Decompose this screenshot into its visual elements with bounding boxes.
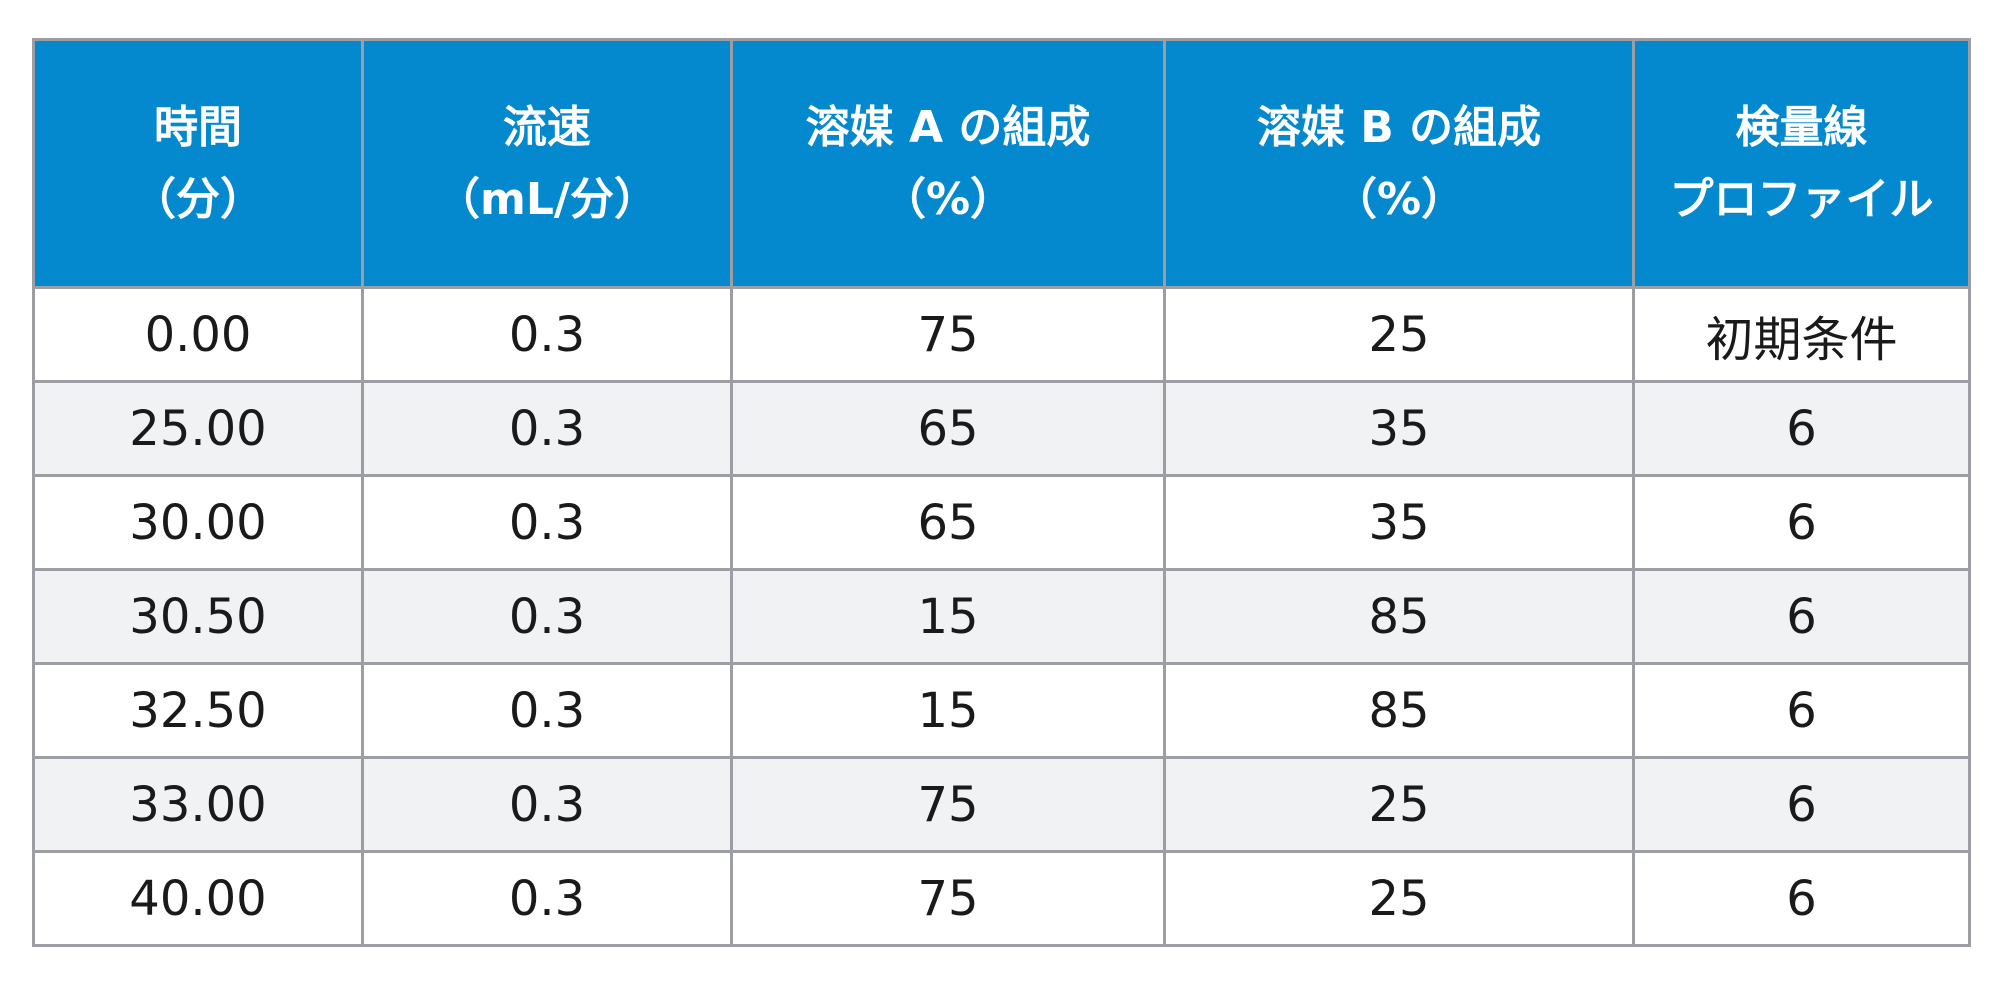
- cell-flow-rate: 0.3: [361, 286, 733, 383]
- header-time-unit: （分）: [132, 173, 264, 225]
- cell-solvent-a: 65: [730, 474, 1166, 571]
- cell-solvent-a: 75: [730, 850, 1166, 947]
- cell-solvent-a: 75: [730, 286, 1166, 383]
- table-header: 時間 （分） 流速 （mL/分） 溶媒 A の組成 （%） 溶媒 B の組成 （…: [32, 38, 1971, 289]
- table-row: 0.00 0.3 75 25 初期条件: [32, 286, 1971, 383]
- table-row: 40.00 0.3 75 25 6: [32, 850, 1971, 947]
- header-time: 時間 （分）: [32, 38, 364, 289]
- cell-solvent-a: 75: [730, 756, 1166, 853]
- cell-curve-profile: 6: [1632, 568, 1971, 665]
- header-row: 時間 （分） 流速 （mL/分） 溶媒 A の組成 （%） 溶媒 B の組成 （…: [32, 38, 1971, 289]
- cell-time: 40.00: [32, 850, 364, 947]
- cell-solvent-b: 25: [1163, 850, 1635, 947]
- cell-flow-rate: 0.3: [361, 568, 733, 665]
- header-solvent-a-unit: （%）: [881, 173, 1015, 225]
- header-solvent-b: 溶媒 B の組成 （%）: [1163, 38, 1635, 289]
- table-row: 25.00 0.3 65 35 6: [32, 380, 1971, 477]
- table-row: 33.00 0.3 75 25 6: [32, 756, 1971, 853]
- cell-time: 30.00: [32, 474, 364, 571]
- cell-flow-rate: 0.3: [361, 756, 733, 853]
- cell-time: 25.00: [32, 380, 364, 477]
- cell-time: 0.00: [32, 286, 364, 383]
- cell-solvent-a: 15: [730, 662, 1166, 759]
- cell-solvent-a: 65: [730, 380, 1166, 477]
- cell-flow-rate: 0.3: [361, 474, 733, 571]
- cell-solvent-b: 85: [1163, 662, 1635, 759]
- gradient-table-container: 時間 （分） 流速 （mL/分） 溶媒 A の組成 （%） 溶媒 B の組成 （…: [32, 38, 1971, 947]
- header-flow-rate-unit: （mL/分）: [436, 173, 658, 225]
- cell-solvent-b: 85: [1163, 568, 1635, 665]
- header-solvent-a: 溶媒 A の組成 （%）: [730, 38, 1166, 289]
- cell-time: 33.00: [32, 756, 364, 853]
- table-body: 0.00 0.3 75 25 初期条件 25.00 0.3 65 35 6 30…: [32, 286, 1971, 947]
- cell-curve-profile: 6: [1632, 662, 1971, 759]
- table-row: 32.50 0.3 15 85 6: [32, 662, 1971, 759]
- cell-time: 32.50: [32, 662, 364, 759]
- table-row: 30.50 0.3 15 85 6: [32, 568, 1971, 665]
- cell-solvent-b: 35: [1163, 380, 1635, 477]
- cell-solvent-b: 25: [1163, 756, 1635, 853]
- cell-curve-profile: 6: [1632, 474, 1971, 571]
- cell-curve-profile: 初期条件: [1632, 286, 1971, 383]
- cell-flow-rate: 0.3: [361, 850, 733, 947]
- header-solvent-a-label: 溶媒 A の組成: [805, 101, 1091, 153]
- header-curve-profile: 検量線 プロファイル: [1632, 38, 1971, 289]
- table-row: 30.00 0.3 65 35 6: [32, 474, 1971, 571]
- cell-curve-profile: 6: [1632, 380, 1971, 477]
- cell-curve-profile: 6: [1632, 756, 1971, 853]
- cell-time: 30.50: [32, 568, 364, 665]
- cell-solvent-b: 35: [1163, 474, 1635, 571]
- cell-curve-profile: 6: [1632, 850, 1971, 947]
- header-solvent-b-unit: （%）: [1332, 173, 1466, 225]
- header-flow-rate: 流速 （mL/分）: [361, 38, 733, 289]
- header-flow-rate-label: 流速: [503, 101, 591, 153]
- header-solvent-b-label: 溶媒 B の組成: [1256, 101, 1542, 153]
- cell-solvent-a: 15: [730, 568, 1166, 665]
- header-time-label: 時間: [154, 101, 242, 153]
- header-curve-profile-line1: 検量線: [1735, 101, 1868, 153]
- cell-solvent-b: 25: [1163, 286, 1635, 383]
- cell-flow-rate: 0.3: [361, 380, 733, 477]
- gradient-table: 時間 （分） 流速 （mL/分） 溶媒 A の組成 （%） 溶媒 B の組成 （…: [32, 38, 1971, 947]
- header-curve-profile-line2: プロファイル: [1669, 173, 1934, 225]
- cell-flow-rate: 0.3: [361, 662, 733, 759]
